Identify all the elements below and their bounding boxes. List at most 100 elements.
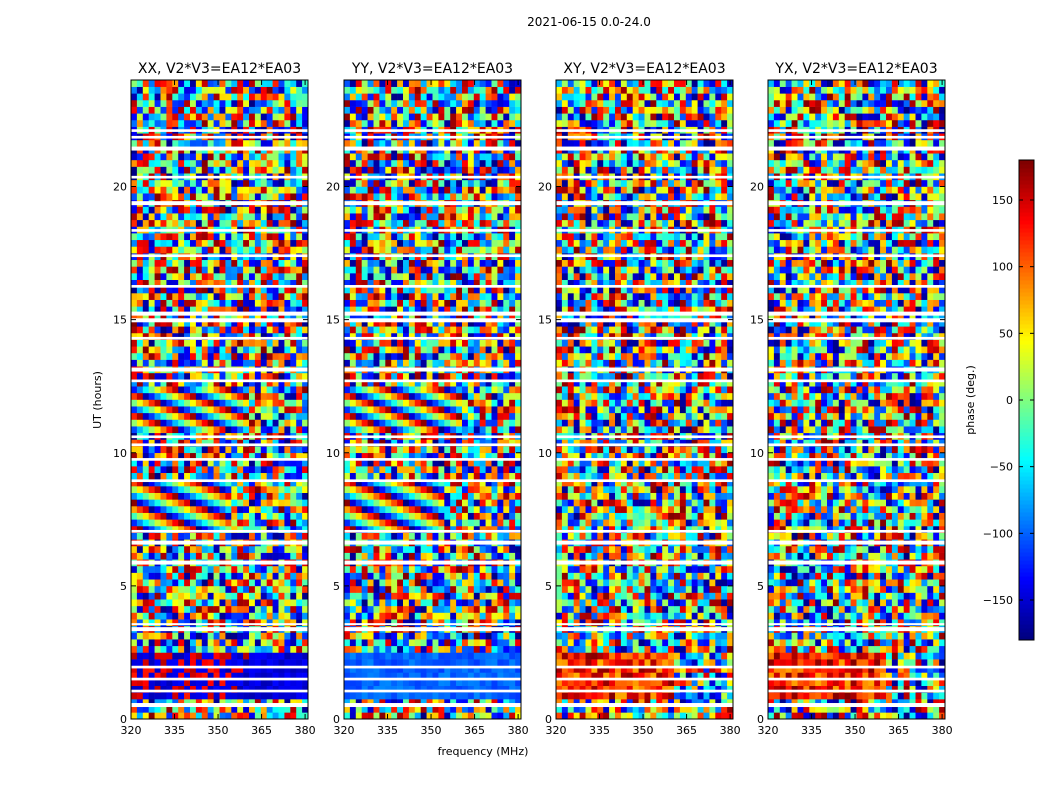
x-tick-label: 320 bbox=[758, 724, 779, 737]
colorbar-tick-label: −150 bbox=[983, 594, 1013, 607]
flagged-band bbox=[131, 560, 308, 565]
y-tick-label: 5 bbox=[757, 580, 764, 593]
flagged-band bbox=[131, 529, 308, 533]
flagged-band bbox=[556, 311, 733, 316]
flagged-band bbox=[131, 703, 308, 708]
flagged-band bbox=[768, 336, 945, 340]
plot-frame bbox=[555, 79, 734, 720]
flagged-band bbox=[344, 443, 521, 447]
panel-title: YX, V2*V3=EA12*EA03 bbox=[774, 61, 937, 77]
flagged-band bbox=[131, 229, 308, 232]
x-axis-label: frequency (MHz) bbox=[438, 745, 529, 758]
flagged-band bbox=[131, 458, 308, 461]
y-tick-label: 5 bbox=[545, 580, 552, 593]
x-tick-label: 350 bbox=[633, 724, 654, 737]
y-tick-label: 10 bbox=[326, 447, 340, 460]
colorbar-tick-label: −100 bbox=[983, 527, 1013, 540]
flagged-band bbox=[556, 229, 733, 232]
flagged-band bbox=[556, 540, 733, 545]
flagged-band bbox=[768, 175, 945, 179]
flagged-band bbox=[131, 435, 308, 439]
flagged-band bbox=[344, 623, 521, 626]
flagged-band bbox=[344, 529, 521, 533]
flagged-band bbox=[768, 529, 945, 533]
y-tick-label: 15 bbox=[113, 314, 127, 327]
panel-yx bbox=[767, 79, 946, 720]
flagged-band bbox=[556, 129, 733, 132]
flagged-band bbox=[344, 336, 521, 340]
y-tick-label: 0 bbox=[545, 713, 552, 726]
figure-title: 2021-06-15 0.0-24.0 bbox=[527, 15, 651, 29]
flagged-band bbox=[768, 254, 945, 258]
y-tick-label: 15 bbox=[750, 314, 764, 327]
plot-frame bbox=[767, 79, 946, 720]
flagged-band bbox=[556, 665, 733, 669]
y-tick-label: 10 bbox=[113, 447, 127, 460]
flagged-band bbox=[556, 479, 733, 483]
colorbar-tick-label: 100 bbox=[992, 261, 1013, 274]
y-tick-label: 20 bbox=[113, 181, 127, 194]
flagged-band bbox=[131, 665, 308, 669]
flagged-band bbox=[768, 379, 945, 383]
flagged-band bbox=[344, 703, 521, 708]
plot-frame bbox=[343, 79, 522, 720]
flagged-band bbox=[556, 623, 733, 626]
flagged-band bbox=[768, 135, 945, 139]
flagged-band bbox=[768, 689, 945, 693]
flagged-band bbox=[768, 623, 945, 626]
flagged-band bbox=[768, 318, 945, 323]
flagged-band bbox=[768, 627, 945, 632]
flagged-band bbox=[768, 367, 945, 372]
flagged-band bbox=[344, 146, 521, 151]
x-tick-label: 350 bbox=[421, 724, 442, 737]
flagged-band bbox=[344, 229, 521, 232]
x-tick-label: 350 bbox=[845, 724, 866, 737]
panel-xy bbox=[555, 79, 734, 720]
flagged-band bbox=[344, 201, 521, 206]
flagged-band bbox=[768, 201, 945, 206]
flagged-band bbox=[344, 254, 521, 258]
flagged-band bbox=[556, 336, 733, 340]
colorbar bbox=[1018, 159, 1035, 641]
flagged-band bbox=[131, 175, 308, 179]
flagged-band bbox=[344, 627, 521, 632]
flagged-band bbox=[131, 623, 308, 626]
y-tick-label: 5 bbox=[333, 580, 340, 593]
plot-frame bbox=[130, 79, 309, 720]
flagged-band bbox=[556, 529, 733, 533]
x-tick-label: 320 bbox=[334, 724, 355, 737]
flagged-band bbox=[556, 379, 733, 383]
flagged-band bbox=[556, 285, 733, 288]
flagged-band bbox=[131, 443, 308, 447]
flagged-band bbox=[344, 311, 521, 316]
flagged-band bbox=[131, 479, 308, 483]
colorbar-tick-label: −50 bbox=[990, 461, 1013, 474]
x-tick-label: 365 bbox=[676, 724, 697, 737]
flagged-band bbox=[131, 367, 308, 372]
colorbar-tick-label: 50 bbox=[999, 327, 1013, 340]
flagged-band bbox=[768, 285, 945, 288]
flagged-band bbox=[344, 379, 521, 383]
y-tick-label: 0 bbox=[333, 713, 340, 726]
x-tick-label: 320 bbox=[546, 724, 567, 737]
panel-title: XX, V2*V3=EA12*EA03 bbox=[138, 61, 301, 77]
x-tick-label: 350 bbox=[208, 724, 229, 737]
flagged-band bbox=[131, 677, 308, 681]
heatmap-cells bbox=[556, 80, 734, 720]
flagged-band bbox=[344, 458, 521, 461]
flagged-band bbox=[131, 129, 308, 132]
colorbar-tick-label: 150 bbox=[992, 194, 1013, 207]
flagged-band bbox=[344, 175, 521, 179]
y-tick-label: 20 bbox=[750, 181, 764, 194]
flagged-band bbox=[768, 458, 945, 461]
x-tick-label: 365 bbox=[888, 724, 909, 737]
flagged-band bbox=[344, 677, 521, 681]
flagged-band bbox=[768, 229, 945, 232]
flagged-band bbox=[556, 627, 733, 632]
flagged-band bbox=[556, 201, 733, 206]
flagged-band bbox=[768, 311, 945, 316]
flagged-band bbox=[131, 627, 308, 632]
y-tick-label: 10 bbox=[750, 447, 764, 460]
flagged-band bbox=[131, 689, 308, 693]
flagged-band bbox=[344, 540, 521, 545]
